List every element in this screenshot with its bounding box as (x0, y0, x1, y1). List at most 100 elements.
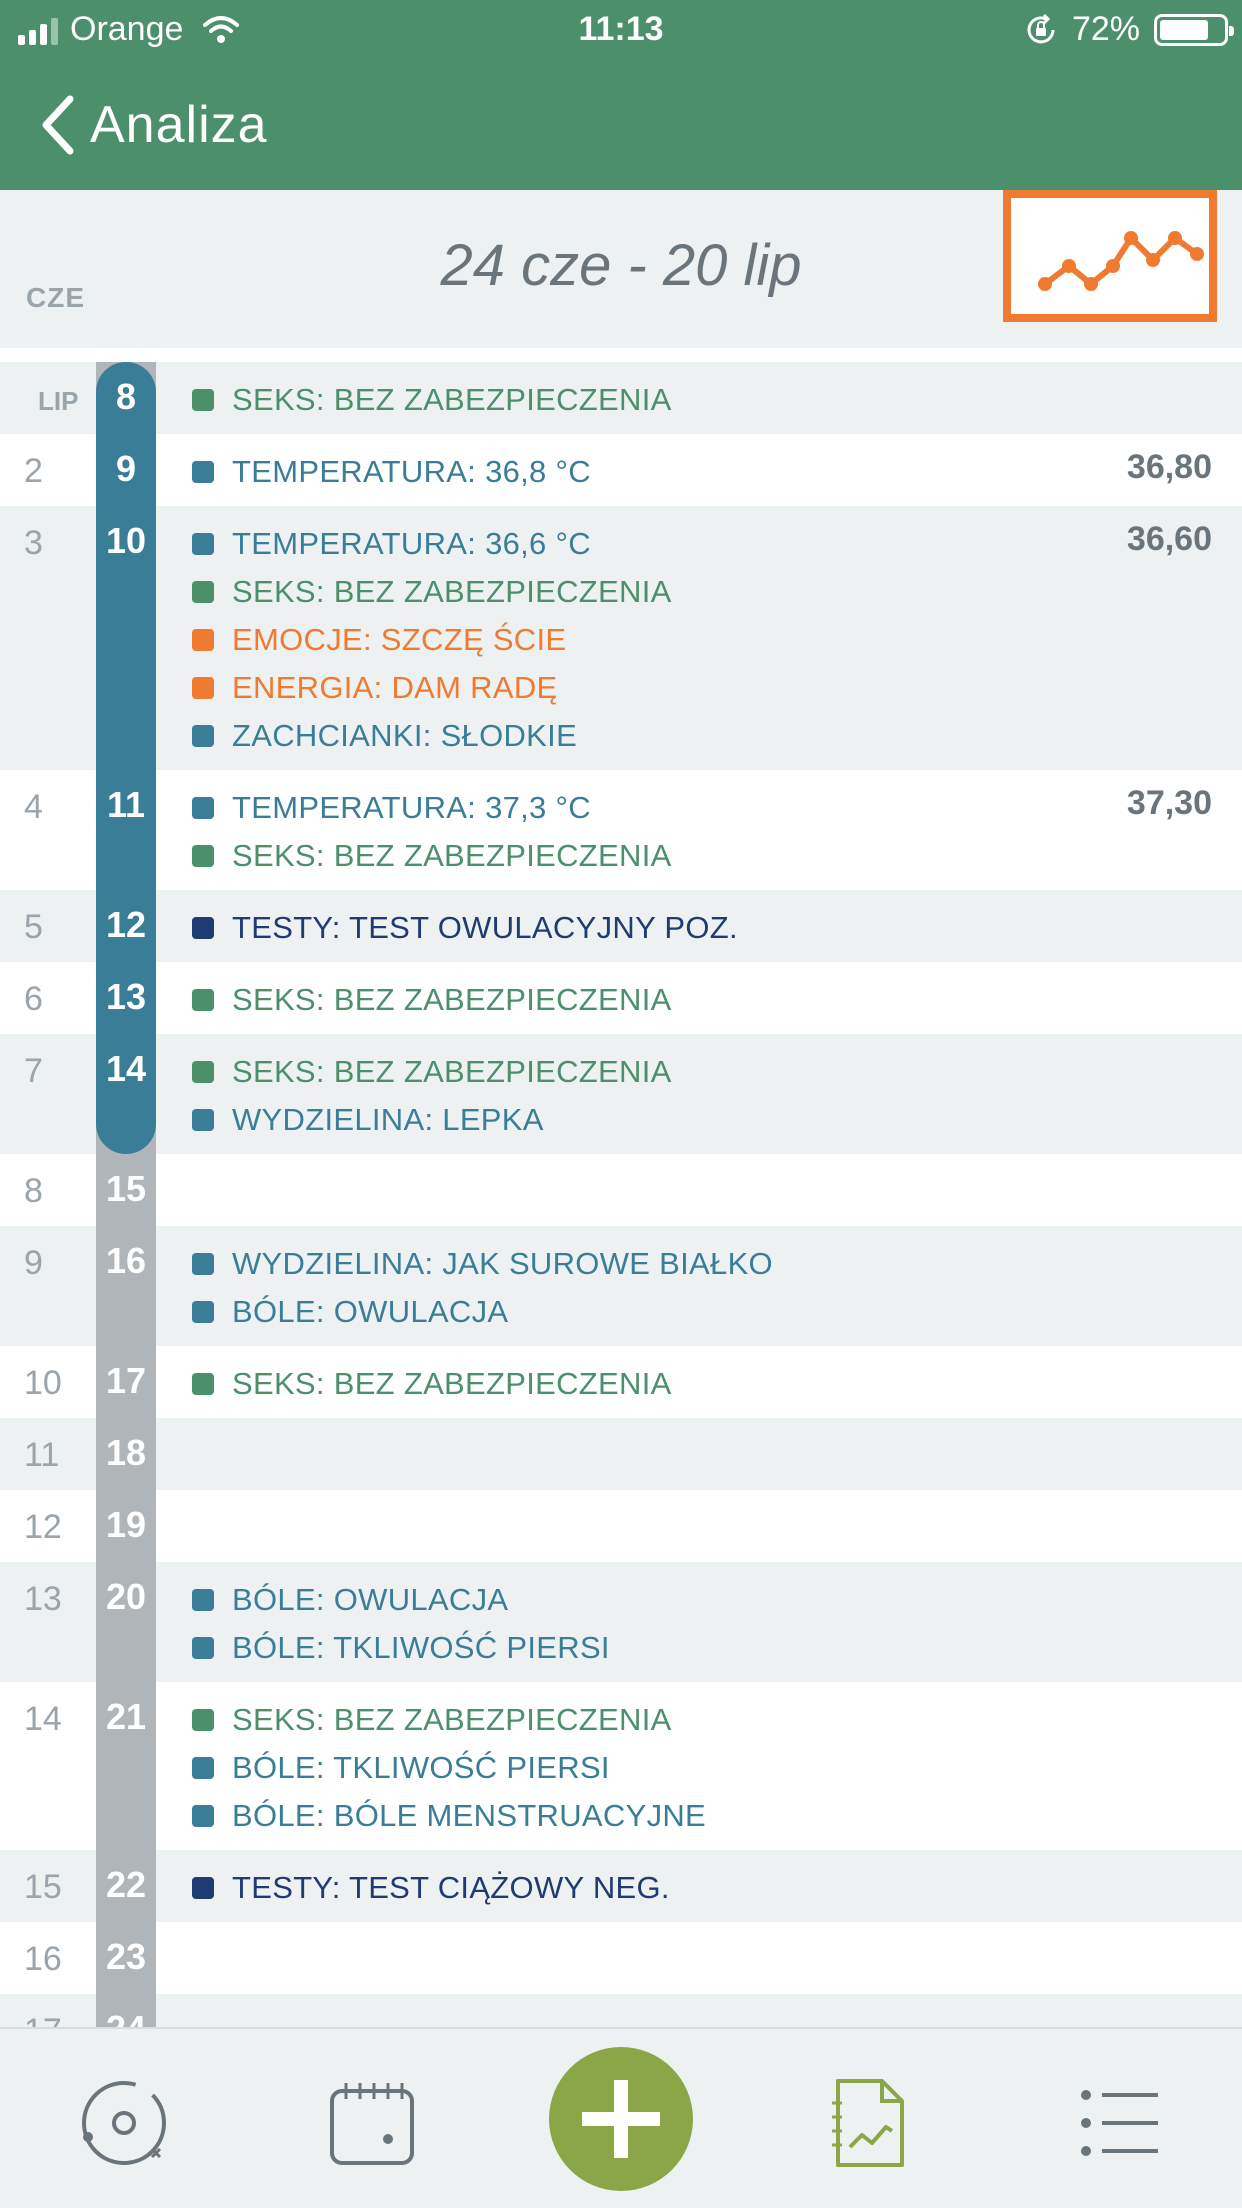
add-button[interactable] (549, 2047, 693, 2191)
entry-item[interactable]: BÓLE: BÓLE MENSTRUACYJNE (192, 1792, 1242, 1840)
entry-list (0, 1994, 1242, 2022)
category-square-icon (192, 1109, 214, 1131)
entry-text: TEMPERATURA: 36,6 °C (232, 526, 591, 561)
entry-list: TEMPERATURA: 36,8 °C (0, 434, 1242, 510)
entry-item[interactable]: SEKS: BEZ ZABEZPIECZENIA (192, 1360, 1242, 1408)
category-square-icon (192, 1061, 214, 1083)
entry-text: BÓLE: BÓLE MENSTRUACYJNE (232, 1798, 707, 1833)
category-square-icon (192, 1301, 214, 1323)
chart-view-button[interactable] (1003, 190, 1217, 322)
day-row[interactable]: 9 16 WYDZIELINA: JAK SUROWE BIAŁKO BÓLE: OW… (0, 1226, 1242, 1346)
entry-list (0, 1418, 1242, 1446)
entry-item[interactable]: ENERGIA: DAM RADĘ (192, 664, 1242, 712)
date-number: 18 (105, 1432, 147, 1473)
date-number: 20 (105, 1576, 147, 1617)
tab-menu[interactable] (1068, 2073, 1168, 2173)
category-square-icon (192, 1805, 214, 1827)
top-bar: Orange 11:13 72% Analiza (0, 0, 1242, 190)
date-number: 22 (105, 1864, 147, 1905)
entry-text: SEKS: BEZ ZABEZPIECZENIA (232, 382, 672, 417)
date-number: 19 (105, 1504, 147, 1545)
entry-list: BÓLE: OWULACJA BÓLE: TKLIWOŚĆ PIERSI (0, 1562, 1242, 1686)
carrier-name: Orange (70, 10, 184, 48)
date-number: 13 (105, 976, 147, 1017)
calendar-icon[interactable] (322, 2073, 422, 2173)
entry-text: BÓLE: TKLIWOŚĆ PIERSI (232, 1630, 610, 1665)
line-chart-icon (1038, 231, 1204, 291)
start-month-label: CZE (26, 282, 85, 313)
day-row[interactable]: 12 19 (0, 1490, 1242, 1562)
analysis-icon[interactable] (820, 2073, 920, 2173)
back-chevron-icon[interactable] (36, 93, 80, 157)
temperature-value: 36,60 (1126, 520, 1212, 558)
cycle-icon[interactable] (74, 2073, 174, 2173)
cycle-day-number: 12 (24, 1508, 62, 1546)
status-bar: Orange 11:13 72% (0, 0, 1242, 62)
battery-icon (1154, 13, 1234, 46)
category-square-icon (192, 581, 214, 603)
day-list: LIP 8 SEKS: BEZ ZABEZPIECZENIA 2 9 36,80 TEMPE… (0, 362, 1242, 2027)
day-row[interactable]: 14 21 SEKS: BEZ ZABEZPIECZENIA BÓLE: TKLIWO… (0, 1682, 1242, 1850)
day-row[interactable]: 7 14 SEKS: BEZ ZABEZPIECZENIA WYDZIELINA: L… (0, 1034, 1242, 1154)
day-row[interactable]: 15 22 TESTY: TEST CIĄŻOWY NEG. (0, 1850, 1242, 1922)
day-row[interactable]: 2 9 36,80 TEMPERATURA: 36,8 °C (0, 434, 1242, 506)
nav-title[interactable]: Analiza (90, 96, 268, 154)
day-row[interactable]: 8 15 (0, 1154, 1242, 1226)
entry-item[interactable]: TEMPERATURA: 36,8 °C (192, 448, 1242, 496)
entry-text: SEKS: BEZ ZABEZPIECZENIA (232, 1366, 672, 1401)
category-square-icon (192, 461, 214, 483)
date-number: 12 (105, 904, 147, 945)
list-icon[interactable] (1068, 2073, 1168, 2173)
date-number: 10 (105, 520, 147, 561)
entry-item[interactable]: TESTY: TEST CIĄŻOWY NEG. (192, 1864, 1242, 1912)
cycle-day-number: 5 (24, 908, 43, 946)
cycle-day-number: 2 (24, 452, 43, 490)
cycle-day-number: 4 (24, 788, 43, 826)
plus-icon[interactable] (549, 2047, 693, 2191)
wifi-icon (203, 15, 240, 43)
entry-item[interactable]: WYDZIELINA: JAK SUROWE BIAŁKO (192, 1240, 1242, 1288)
tab-calendar[interactable] (322, 2073, 422, 2173)
status-right: 72% (1024, 10, 1234, 49)
nav-back[interactable]: Analiza (0, 70, 268, 180)
day-row[interactable]: 13 20 BÓLE: OWULACJA BÓLE: TKLIWOŚĆ PIERSI (0, 1562, 1242, 1682)
entry-text: SEKS: BEZ ZABEZPIECZENIA (232, 982, 672, 1017)
day-row[interactable]: 6 13 SEKS: BEZ ZABEZPIECZENIA (0, 962, 1242, 1034)
cycle-day-number: 8 (24, 1172, 43, 1210)
tab-analysis[interactable] (820, 2073, 920, 2173)
entry-item[interactable]: BÓLE: OWULACJA (192, 1576, 1242, 1624)
day-rows: LIP 8 SEKS: BEZ ZABEZPIECZENIA 2 9 36,80 TEMPE… (0, 362, 1242, 2027)
date-range-label: 24 cze - 20 lip (440, 233, 802, 298)
day-row[interactable]: LIP 8 SEKS: BEZ ZABEZPIECZENIA (0, 362, 1242, 434)
day-row[interactable]: 3 10 36,60 TEMPERATURA: 36,6 °C SEKS: BEZ ZA… (0, 506, 1242, 770)
day-row[interactable]: 16 23 (0, 1922, 1242, 1994)
entry-item[interactable]: ZACHCIANKI: SŁODKIE (192, 712, 1242, 760)
entry-item[interactable]: SEKS: BEZ ZABEZPIECZENIA (192, 1048, 1242, 1096)
day-row[interactable]: 11 18 (0, 1418, 1242, 1490)
day-row[interactable]: 4 11 37,30 TEMPERATURA: 37,3 °C SEKS: BEZ ZA… (0, 770, 1242, 890)
entry-item[interactable]: SEKS: BEZ ZABEZPIECZENIA (192, 976, 1242, 1024)
entry-item[interactable]: SEKS: BEZ ZABEZPIECZENIA (192, 568, 1242, 616)
date-number: 9 (115, 448, 137, 489)
day-row[interactable]: 10 17 SEKS: BEZ ZABEZPIECZENIA (0, 1346, 1242, 1418)
entry-list: SEKS: BEZ ZABEZPIECZENIA WYDZIELINA: LEPK… (0, 1034, 1242, 1158)
entry-item[interactable]: TEMPERATURA: 36,6 °C (192, 520, 1242, 568)
entry-item[interactable]: BÓLE: TKLIWOŚĆ PIERSI (192, 1744, 1242, 1792)
tab-cycle[interactable] (74, 2073, 174, 2173)
entry-item[interactable]: TEMPERATURA: 37,3 °C (192, 784, 1242, 832)
entry-item[interactable]: EMOCJE: SZCZĘ ŚCIE (192, 616, 1242, 664)
entry-item[interactable]: SEKS: BEZ ZABEZPIECZENIA (192, 376, 1242, 424)
entry-item[interactable]: WYDZIELINA: LEPKA (192, 1096, 1242, 1144)
entry-item[interactable]: SEKS: BEZ ZABEZPIECZENIA (192, 1696, 1242, 1744)
day-row[interactable]: 1724 (0, 1994, 1242, 2027)
entry-item[interactable]: TESTY: TEST OWULACYJNY POZ. (192, 904, 1242, 952)
category-square-icon (192, 629, 214, 651)
cycle-day-number: 14 (24, 1700, 62, 1738)
entry-item[interactable]: BÓLE: OWULACJA (192, 1288, 1242, 1336)
entry-text: TEMPERATURA: 37,3 °C (232, 790, 591, 825)
category-square-icon (192, 1373, 214, 1395)
entry-item[interactable]: BÓLE: TKLIWOŚĆ PIERSI (192, 1624, 1242, 1672)
entry-text: SEKS: BEZ ZABEZPIECZENIA (232, 574, 672, 609)
day-row[interactable]: 5 12 TESTY: TEST OWULACYJNY POZ. (0, 890, 1242, 962)
entry-item[interactable]: SEKS: BEZ ZABEZPIECZENIA (192, 832, 1242, 880)
